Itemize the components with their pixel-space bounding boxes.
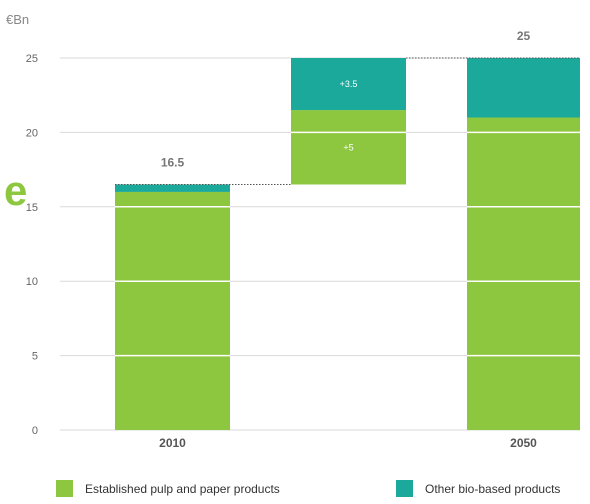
- legend-item-established: Established pulp and paper products: [56, 480, 280, 497]
- legend-swatch-established: [56, 480, 73, 497]
- legend-item-other: Other bio-based products: [396, 480, 560, 497]
- total-label-2010: 16.5: [161, 155, 185, 169]
- x-tick-label-2050: 2050: [510, 436, 537, 450]
- waterfall-chart: 0 5 10 15 20 25 +5 +3.5 16.5 25 2010 2050: [26, 29, 580, 450]
- bar-segment-2010-established: [115, 191, 230, 430]
- y-tick-label-15: 15: [26, 202, 38, 214]
- legend: Established pulp and paper products Othe…: [0, 480, 590, 502]
- legend-swatch-other: [396, 480, 413, 497]
- y-tick-label-25: 25: [26, 53, 38, 65]
- legend-label-established: Established pulp and paper products: [85, 481, 280, 496]
- bar-segment-2050-other: [467, 58, 580, 118]
- y-axis-unit-label: €Bn: [6, 12, 30, 27]
- bar-segment-2050-established: [467, 117, 580, 431]
- legend-label-other: Other bio-based products: [425, 481, 561, 496]
- total-label-2050: 25: [517, 29, 531, 43]
- bar-segment-2010-other: [115, 184, 230, 192]
- y-tick-label-0: 0: [32, 425, 38, 437]
- y-tick-label-5: 5: [32, 351, 38, 363]
- segment-label-established: +5: [343, 142, 353, 152]
- segment-label-other: +3.5: [340, 79, 358, 89]
- bar-segment-increase-established: [291, 110, 406, 185]
- x-tick-label-2010: 2010: [159, 436, 186, 450]
- y-tick-label-20: 20: [26, 127, 38, 139]
- bar-segment-increase-other: [291, 58, 406, 111]
- stray-glyph: e: [4, 167, 28, 214]
- y-tick-label-10: 10: [26, 276, 38, 288]
